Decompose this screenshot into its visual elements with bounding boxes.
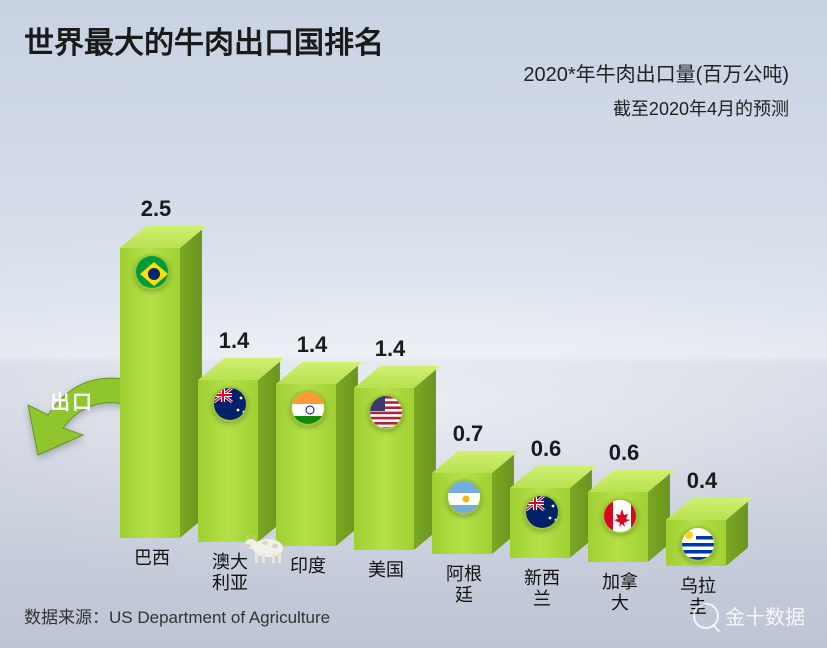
bar-label: 加拿大 <box>580 572 660 613</box>
subtitle-line-1: 2020*年牛肉出口量(百万公吨) <box>523 58 789 87</box>
bar-value: 2.5 <box>116 196 196 222</box>
bar-chart: 2.5 巴西 1.4 澳大利亚 1.4 印度 <box>120 98 760 538</box>
bar-value: 0.6 <box>506 436 586 462</box>
watermark: 金十数据 <box>693 601 805 630</box>
cow-icon <box>240 526 290 566</box>
bar-front <box>120 248 180 538</box>
bar-label: 美国 <box>346 560 426 581</box>
bar-value: 0.6 <box>584 440 664 466</box>
bar-value: 1.4 <box>272 332 352 358</box>
bar-label: 巴西 <box>112 548 192 569</box>
flag-icon <box>680 526 716 562</box>
page-title: 世界最大的牛肉出口国排名 <box>24 18 384 62</box>
bar-value: 0.4 <box>662 468 742 494</box>
watermark-text: 金十数据 <box>725 601 805 630</box>
bar-value: 1.4 <box>194 328 274 354</box>
flag-icon <box>212 386 248 422</box>
bar-value: 0.7 <box>428 421 508 447</box>
bar-value: 1.4 <box>350 336 430 362</box>
data-source: 数据来源：US Department of Agriculture <box>24 603 330 628</box>
flag-icon <box>290 390 326 426</box>
flag-icon <box>134 254 170 290</box>
flag-icon <box>446 479 482 515</box>
bar-label: 新西兰 <box>502 568 582 609</box>
bar-label: 阿根廷 <box>424 564 504 605</box>
flag-icon <box>368 394 404 430</box>
watermark-icon <box>693 603 719 629</box>
export-label: 出口 <box>50 386 94 415</box>
